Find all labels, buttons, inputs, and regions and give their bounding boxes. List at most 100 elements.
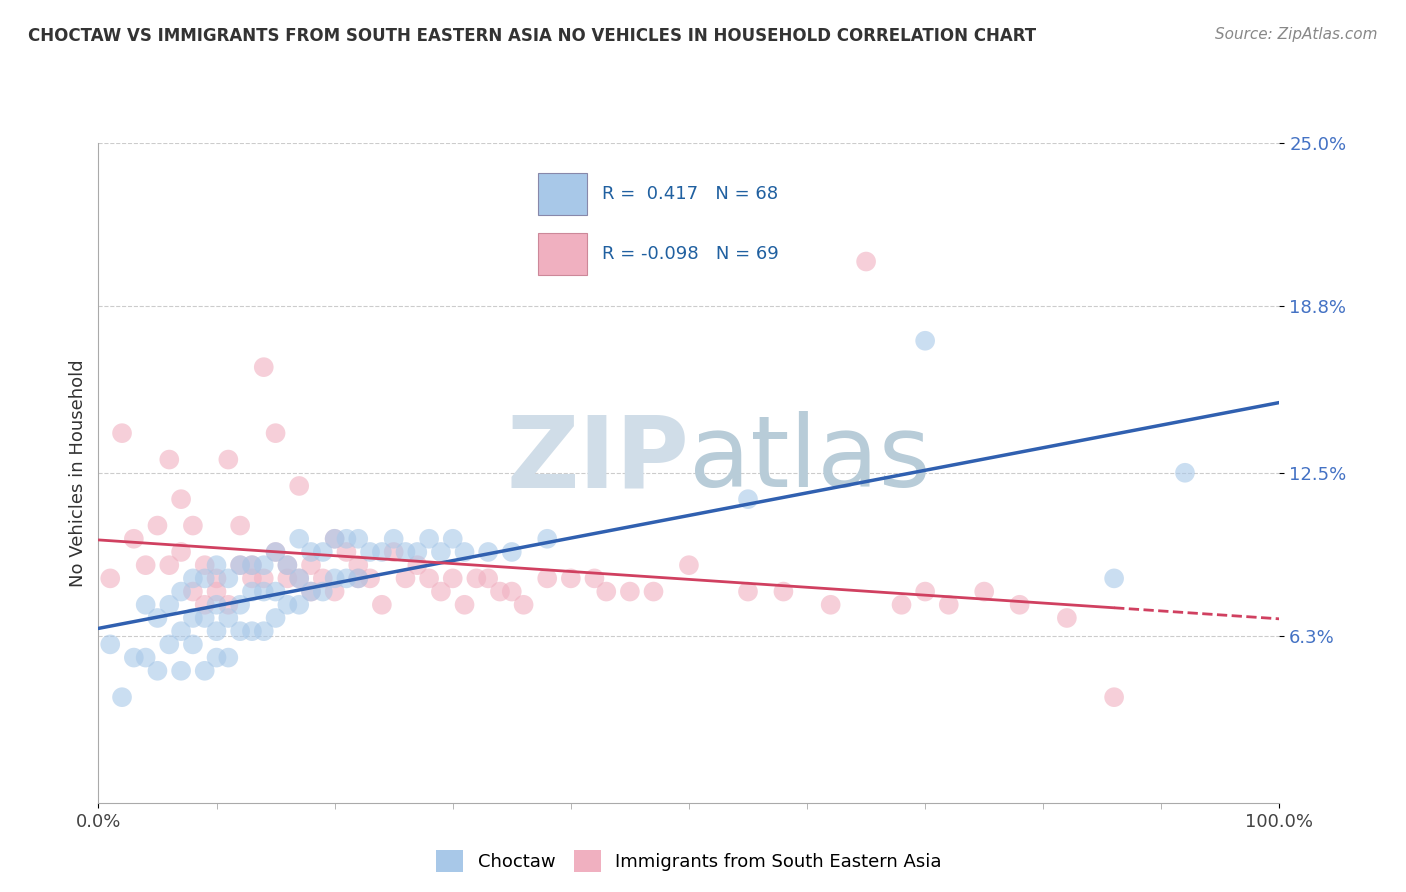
- Point: [229, 624, 252, 639]
- Point: [217, 650, 239, 665]
- Point: [229, 558, 252, 573]
- Point: [217, 452, 239, 467]
- Point: [217, 598, 239, 612]
- Point: [253, 571, 276, 585]
- Point: [737, 492, 759, 507]
- Point: [678, 558, 700, 573]
- Point: [536, 532, 558, 546]
- Text: R =  0.417   N = 68: R = 0.417 N = 68: [602, 185, 778, 202]
- Point: [371, 598, 394, 612]
- Point: [441, 532, 464, 546]
- Point: [205, 571, 228, 585]
- Point: [205, 558, 228, 573]
- Point: [323, 532, 346, 546]
- Point: [619, 584, 641, 599]
- Point: [643, 584, 665, 599]
- Point: [501, 545, 523, 559]
- Point: [347, 532, 370, 546]
- Point: [299, 584, 322, 599]
- Point: [205, 650, 228, 665]
- Point: [323, 584, 346, 599]
- Point: [170, 584, 193, 599]
- Point: [299, 545, 322, 559]
- Point: [240, 624, 263, 639]
- Point: [264, 426, 287, 441]
- Point: [276, 558, 298, 573]
- Point: [418, 571, 440, 585]
- Point: [1102, 571, 1125, 585]
- Point: [135, 558, 157, 573]
- Text: R = -0.098   N = 69: R = -0.098 N = 69: [602, 245, 779, 263]
- Point: [359, 571, 381, 585]
- Point: [418, 532, 440, 546]
- Point: [217, 571, 239, 585]
- Point: [135, 650, 157, 665]
- Y-axis label: No Vehicles in Household: No Vehicles in Household: [69, 359, 87, 587]
- Point: [288, 479, 311, 493]
- Point: [170, 624, 193, 639]
- Point: [359, 545, 381, 559]
- Point: [181, 571, 204, 585]
- Point: [264, 545, 287, 559]
- Point: [382, 545, 405, 559]
- Point: [240, 558, 263, 573]
- Point: [512, 598, 534, 612]
- Point: [394, 545, 416, 559]
- Point: [371, 545, 394, 559]
- Point: [890, 598, 912, 612]
- Point: [288, 532, 311, 546]
- Point: [276, 598, 298, 612]
- Point: [288, 571, 311, 585]
- Point: [453, 545, 475, 559]
- Point: [323, 532, 346, 546]
- Point: [276, 558, 298, 573]
- Point: [299, 584, 322, 599]
- Point: [560, 571, 582, 585]
- Point: [253, 624, 276, 639]
- Point: [194, 598, 217, 612]
- Point: [205, 624, 228, 639]
- Text: Source: ZipAtlas.com: Source: ZipAtlas.com: [1215, 27, 1378, 42]
- Point: [914, 334, 936, 348]
- Point: [264, 545, 287, 559]
- Point: [430, 545, 453, 559]
- Point: [122, 650, 145, 665]
- Point: [335, 571, 357, 585]
- Point: [406, 558, 429, 573]
- Point: [253, 360, 276, 375]
- Point: [312, 571, 335, 585]
- Point: [441, 571, 464, 585]
- Point: [264, 584, 287, 599]
- Text: CHOCTAW VS IMMIGRANTS FROM SOUTH EASTERN ASIA NO VEHICLES IN HOUSEHOLD CORRELATI: CHOCTAW VS IMMIGRANTS FROM SOUTH EASTERN…: [28, 27, 1036, 45]
- Point: [181, 518, 204, 533]
- Point: [181, 611, 204, 625]
- Point: [240, 584, 263, 599]
- Point: [477, 571, 499, 585]
- Point: [1174, 466, 1197, 480]
- Point: [1102, 690, 1125, 705]
- Point: [253, 584, 276, 599]
- Point: [194, 571, 217, 585]
- Point: [253, 558, 276, 573]
- Point: [170, 492, 193, 507]
- Point: [347, 571, 370, 585]
- Bar: [537, 233, 588, 276]
- Point: [406, 545, 429, 559]
- Point: [312, 545, 335, 559]
- Point: [347, 558, 370, 573]
- Point: [217, 611, 239, 625]
- Point: [170, 545, 193, 559]
- Point: [229, 518, 252, 533]
- Point: [737, 584, 759, 599]
- Point: [181, 637, 204, 651]
- Point: [276, 571, 298, 585]
- Point: [347, 571, 370, 585]
- Point: [111, 426, 134, 441]
- Point: [536, 571, 558, 585]
- Point: [194, 558, 217, 573]
- Text: ZIP: ZIP: [506, 411, 689, 508]
- Point: [98, 571, 121, 585]
- Point: [170, 664, 193, 678]
- Point: [973, 584, 995, 599]
- Point: [1008, 598, 1031, 612]
